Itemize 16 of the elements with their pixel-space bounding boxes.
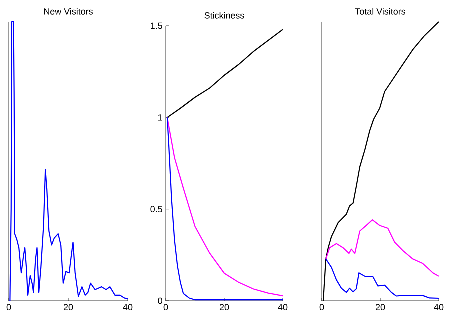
x-tick-label: 20 bbox=[64, 304, 74, 311]
x-tick-label: 0 bbox=[164, 304, 168, 311]
x-tick-label: 0 bbox=[320, 304, 324, 311]
x-tick-label: 40 bbox=[434, 304, 444, 311]
y-tick-label: 1.5 bbox=[151, 22, 162, 30]
x-tick-label: 0 bbox=[6, 304, 12, 311]
chart-title: New Visitors bbox=[44, 8, 93, 15]
x-tick-label: 40 bbox=[123, 304, 133, 311]
y-tick-label: 0 bbox=[158, 298, 162, 304]
y-tick-label: 0.5 bbox=[150, 206, 162, 213]
x-tick-label: 20 bbox=[220, 304, 230, 311]
chart-title: Stickiness bbox=[204, 12, 244, 19]
y-tick-label: 1 bbox=[158, 114, 162, 121]
x-tick-label: 20 bbox=[376, 304, 386, 311]
x-tick-label: 40 bbox=[278, 304, 288, 311]
chart-title: Total Visitors bbox=[355, 8, 406, 15]
